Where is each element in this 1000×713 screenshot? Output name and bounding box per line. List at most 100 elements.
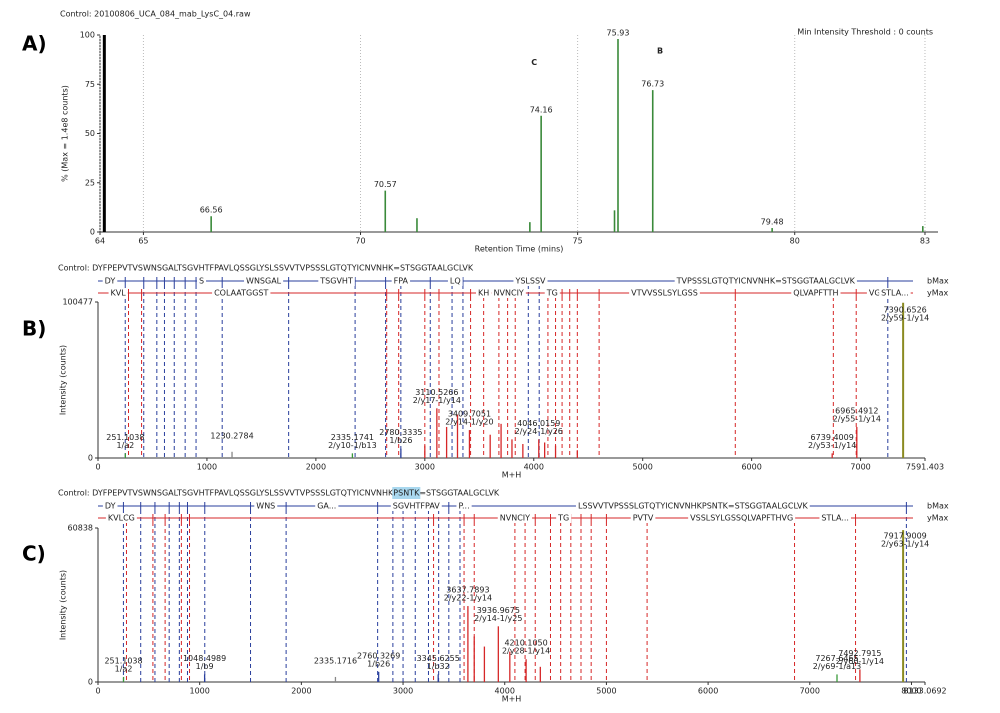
x-axis-label: Retention Time (mins) <box>475 245 564 254</box>
peak-label: 4210.1050 <box>504 639 547 648</box>
fragment-label: NVNCIY <box>494 289 524 298</box>
x-axis-label: M+H <box>502 695 522 704</box>
x-tick-label: 7000 <box>850 463 870 472</box>
x-tick-label: 80 <box>790 237 800 246</box>
peak-label: 66.56 <box>200 206 223 215</box>
label-bg <box>674 276 857 286</box>
ion-label: 2/y53-1/y14 <box>808 441 856 450</box>
x-tick-label: 2000 <box>291 687 311 696</box>
x-tick-label: 6000 <box>741 463 761 472</box>
label-bg <box>212 288 271 298</box>
ion-label: 1/b9 <box>196 662 214 671</box>
peak-label: 2780.3335 <box>379 428 422 437</box>
fragment-label: KVL <box>111 289 127 298</box>
peak-label: 7267.6465 <box>815 654 858 663</box>
label-bg <box>105 513 137 523</box>
x-tick-label: 1000 <box>190 687 210 696</box>
x-axis-label: M+H <box>502 471 522 480</box>
label-bg <box>315 501 339 511</box>
band-end-label: yMax <box>927 514 949 523</box>
peak-label: 74.16 <box>530 105 553 114</box>
x-tick-label: 70 <box>355 237 365 246</box>
x-tick-label: 6000 <box>698 687 718 696</box>
peak-label: 2760.3269 <box>357 651 400 660</box>
peak-label: 7390.6526 <box>883 306 926 315</box>
ion-label: 2/y10-1/b13 <box>328 441 377 450</box>
fragment-label: GA... <box>317 502 336 511</box>
ion-label: 2/y55-1/y14 <box>833 414 881 423</box>
peak-label: 7917.9009 <box>883 532 926 541</box>
x-tick-label: 8000 <box>901 687 921 696</box>
y-tick-label: 100 <box>80 31 95 40</box>
fragment-label: COLAATGGST <box>214 289 268 298</box>
fragment-label: WNSGAL <box>246 277 282 286</box>
x-tick-label: 3000 <box>393 687 413 696</box>
label-bg <box>879 288 911 298</box>
peak-label: 3110.5266 <box>415 388 458 397</box>
fragment-label: P... <box>458 502 469 511</box>
fragment-label: NVNCIY <box>500 514 530 523</box>
fragment-label: TVPSSSLGTQTYICNVNHK=STSGGTAALGCLVK <box>676 277 856 286</box>
fragment-label: TG <box>546 289 558 298</box>
ion-label: 1/b26 <box>367 659 390 668</box>
ion-label: 2/y24-1/y26 <box>515 427 563 436</box>
label-bg <box>391 276 411 286</box>
band-end-label: yMax <box>927 289 949 298</box>
peak-label: 3637.7893 <box>446 586 489 595</box>
ion-label: 2/y60-1/y14 <box>836 657 884 666</box>
label-bg <box>447 276 463 286</box>
peak-label: 251.1038 <box>104 656 142 665</box>
ion-label: 1/b32 <box>427 662 450 671</box>
fragment-label: VSSLSYLGSSQLVAPFTHVG <box>690 514 793 523</box>
x-tick-label: 5000 <box>596 687 616 696</box>
label-bg <box>456 501 472 511</box>
y-tick-label: 60838 <box>68 524 93 533</box>
x-tick-label: 2000 <box>306 463 326 472</box>
x-tick-label: 4000 <box>524 463 544 472</box>
y-axis-label: Intensity (counts) <box>59 345 68 415</box>
y-axis-label: Intensity (counts) <box>59 570 68 640</box>
label-bg <box>791 288 841 298</box>
label-bg <box>866 288 883 298</box>
label-bg <box>476 288 492 298</box>
fragment-label: SGVHTFPAV <box>393 502 441 511</box>
ion-label: 2/y14-1/y25 <box>474 614 522 623</box>
fragment-label: QLVAPFTTH <box>793 289 838 298</box>
sequence-header: PSNTK <box>393 489 420 498</box>
x-tick-label: 65 <box>138 237 148 246</box>
ion-label: 2/y28-1/y14 <box>502 647 550 656</box>
fragment-label: TSGVHT <box>319 277 353 286</box>
x-tick-label: 3000 <box>415 463 435 472</box>
fragment-label: KVLCG <box>108 514 135 523</box>
ion-label: 2/y69-1/a13 <box>813 662 861 671</box>
fragment-label: DY <box>105 277 116 286</box>
x-tick-label: 0 <box>95 687 100 696</box>
band-end-label: bMax <box>927 277 949 286</box>
y-tick-label: 0 <box>88 678 93 687</box>
fragment-label: LQ <box>450 277 461 286</box>
x-tick-label: 75 <box>573 237 583 246</box>
label-bg <box>688 513 796 523</box>
fragment-label: PVTV <box>633 514 654 523</box>
panel-label: B) <box>22 317 46 341</box>
peak-label: 4046.0159 <box>517 419 560 428</box>
peak-label: 75.93 <box>607 28 630 37</box>
chart-title: Control: 20100806_UCA_084_mab_LysC_04.ra… <box>60 10 251 19</box>
peak-label: 6739.4009 <box>811 433 854 442</box>
y-axis-label: % (Max = 1.4e8 counts) <box>61 85 70 182</box>
panel-label: A) <box>22 32 47 56</box>
sequence-header: =STSGGTAALGCLVK <box>419 489 500 498</box>
peak-label: 76.73 <box>641 80 664 89</box>
label-bg <box>390 501 442 511</box>
y-tick-label: 100477 <box>62 298 93 307</box>
fragment-label: YSLSSV <box>514 277 546 286</box>
ion-label: 2/y14-1/y20 <box>445 418 493 427</box>
peak-label: 3409.7051 <box>448 410 491 419</box>
label-bg <box>102 276 118 286</box>
peak-label: 3936.9675 <box>477 606 520 615</box>
ion-label: 1/a2 <box>116 441 134 450</box>
x-tick-label: 0 <box>95 463 100 472</box>
fragment-label: FPA <box>394 277 409 286</box>
peak-label: 7492.7915 <box>838 649 881 658</box>
fragment-label: VTVVSSLSYLGSS <box>631 289 698 298</box>
